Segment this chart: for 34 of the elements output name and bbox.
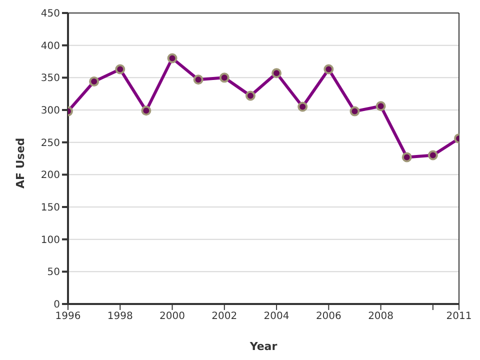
- point: [298, 102, 308, 112]
- y-tick-label: 350: [40, 73, 60, 84]
- point: [141, 106, 152, 116]
- y-tick-label: 300: [40, 106, 60, 117]
- y-tick-label: 0: [54, 300, 60, 311]
- point: [428, 150, 438, 160]
- y-tick-label: 100: [40, 234, 60, 246]
- point: [245, 90, 256, 101]
- point: [402, 152, 412, 162]
- point: [115, 64, 126, 74]
- y-tick-label: 50: [47, 267, 60, 278]
- y-tick-label: 150: [40, 202, 60, 214]
- x-tick-label: 2006: [316, 311, 342, 322]
- x-tick-label: 1996: [55, 311, 81, 322]
- point: [219, 72, 230, 83]
- y-tick-label: 200: [40, 170, 60, 182]
- x-tick-label: 2000: [160, 311, 185, 322]
- point: [89, 76, 100, 87]
- x-tick-label: 2004: [264, 311, 290, 322]
- x-axis-title: Year: [248, 340, 278, 353]
- point: [324, 64, 334, 74]
- y-axis-title: AF Used: [14, 138, 27, 188]
- point: [193, 74, 204, 85]
- x-tick-label: 1998: [107, 311, 133, 322]
- x-tick-label: 2011: [446, 311, 472, 322]
- y-tick-label: 400: [40, 40, 60, 52]
- x-tick-label: 2002: [212, 311, 238, 322]
- point: [350, 106, 360, 116]
- x-tick-label: 2008: [368, 311, 394, 322]
- point: [376, 101, 386, 112]
- y-tick-label: 250: [40, 138, 60, 149]
- point: [272, 68, 282, 78]
- point: [167, 53, 178, 64]
- y-tick-label: 450: [40, 8, 60, 20]
